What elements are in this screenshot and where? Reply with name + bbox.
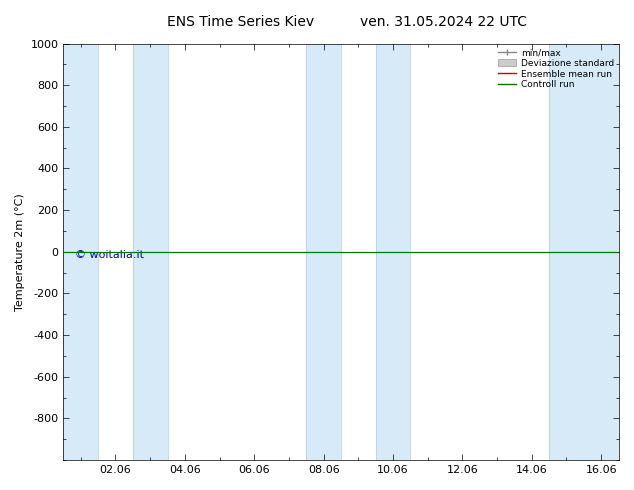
Text: ven. 31.05.2024 22 UTC: ven. 31.05.2024 22 UTC: [360, 15, 527, 29]
Legend: min/max, Deviazione standard, Ensemble mean run, Controll run: min/max, Deviazione standard, Ensemble m…: [496, 46, 616, 91]
Bar: [133, 44, 167, 460]
Bar: [376, 44, 410, 460]
Text: ENS Time Series Kiev: ENS Time Series Kiev: [167, 15, 314, 29]
Text: © woitalia.it: © woitalia.it: [75, 250, 143, 260]
Bar: [63, 44, 98, 460]
Y-axis label: Temperature 2m (°C): Temperature 2m (°C): [15, 193, 25, 311]
Bar: [306, 44, 341, 460]
Bar: [549, 44, 619, 460]
